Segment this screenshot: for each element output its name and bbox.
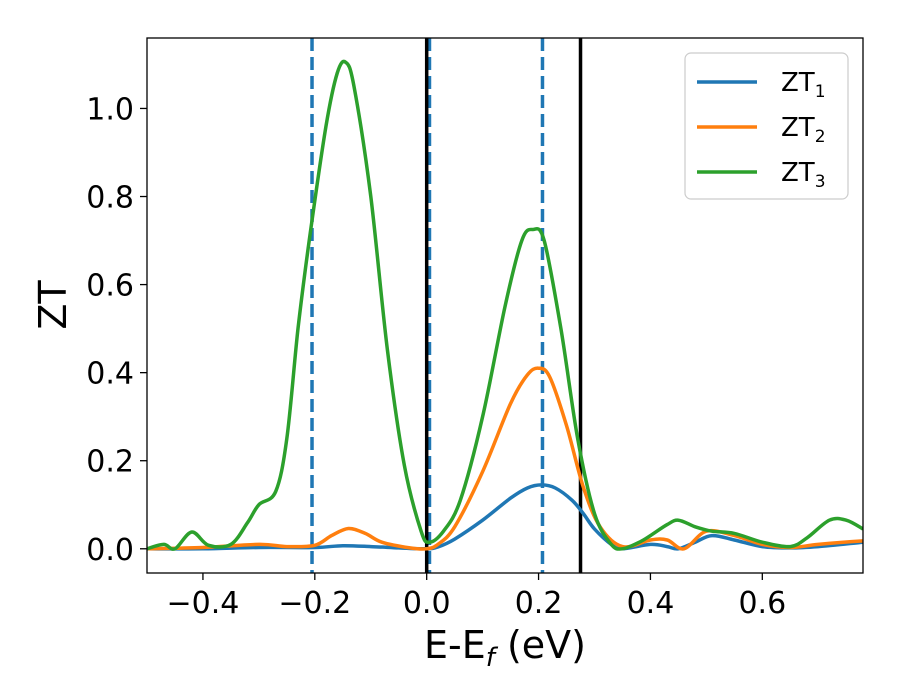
x-tick-label: 0.4 xyxy=(627,586,675,621)
x-tick-label: 0.6 xyxy=(738,586,786,621)
x-tick-label: −0.4 xyxy=(167,586,240,621)
x-tick-label: 0.0 xyxy=(403,586,451,621)
legend-label-zt3: ZT3 xyxy=(781,158,826,192)
series-line-zt2 xyxy=(147,366,863,551)
y-tick-label: 0.2 xyxy=(86,445,134,480)
x-axis-title: E-Ef (eV) xyxy=(424,623,586,673)
y-axis-ticks: 0.0 0.2 0.4 0.6 0.8 1.0 xyxy=(86,92,147,568)
series-line-zt1 xyxy=(147,483,863,551)
y-tick-label: 0.6 xyxy=(86,269,134,304)
y-tick-label: 0.0 xyxy=(86,533,134,568)
x-tick-label: −0.2 xyxy=(278,586,351,621)
legend-label-zt2: ZT2 xyxy=(781,113,826,147)
legend-label-zt1: ZT1 xyxy=(781,68,826,102)
series-line-zt3 xyxy=(147,59,863,551)
reference-lines xyxy=(310,38,583,573)
x-axis-ticks: −0.4 −0.2 0.0 0.2 0.4 0.6 xyxy=(167,573,786,621)
y-tick-label: 0.8 xyxy=(86,181,134,216)
legend: ZT1 ZT2 ZT3 xyxy=(684,52,849,200)
y-tick-label: 1.0 xyxy=(86,92,134,127)
legend-box xyxy=(684,52,849,200)
y-axis-title: ZT xyxy=(31,280,75,330)
plot-frame xyxy=(146,37,864,574)
series-lines xyxy=(147,59,863,551)
y-tick-label: 0.4 xyxy=(86,357,134,392)
x-tick-label: 0.2 xyxy=(515,586,563,621)
